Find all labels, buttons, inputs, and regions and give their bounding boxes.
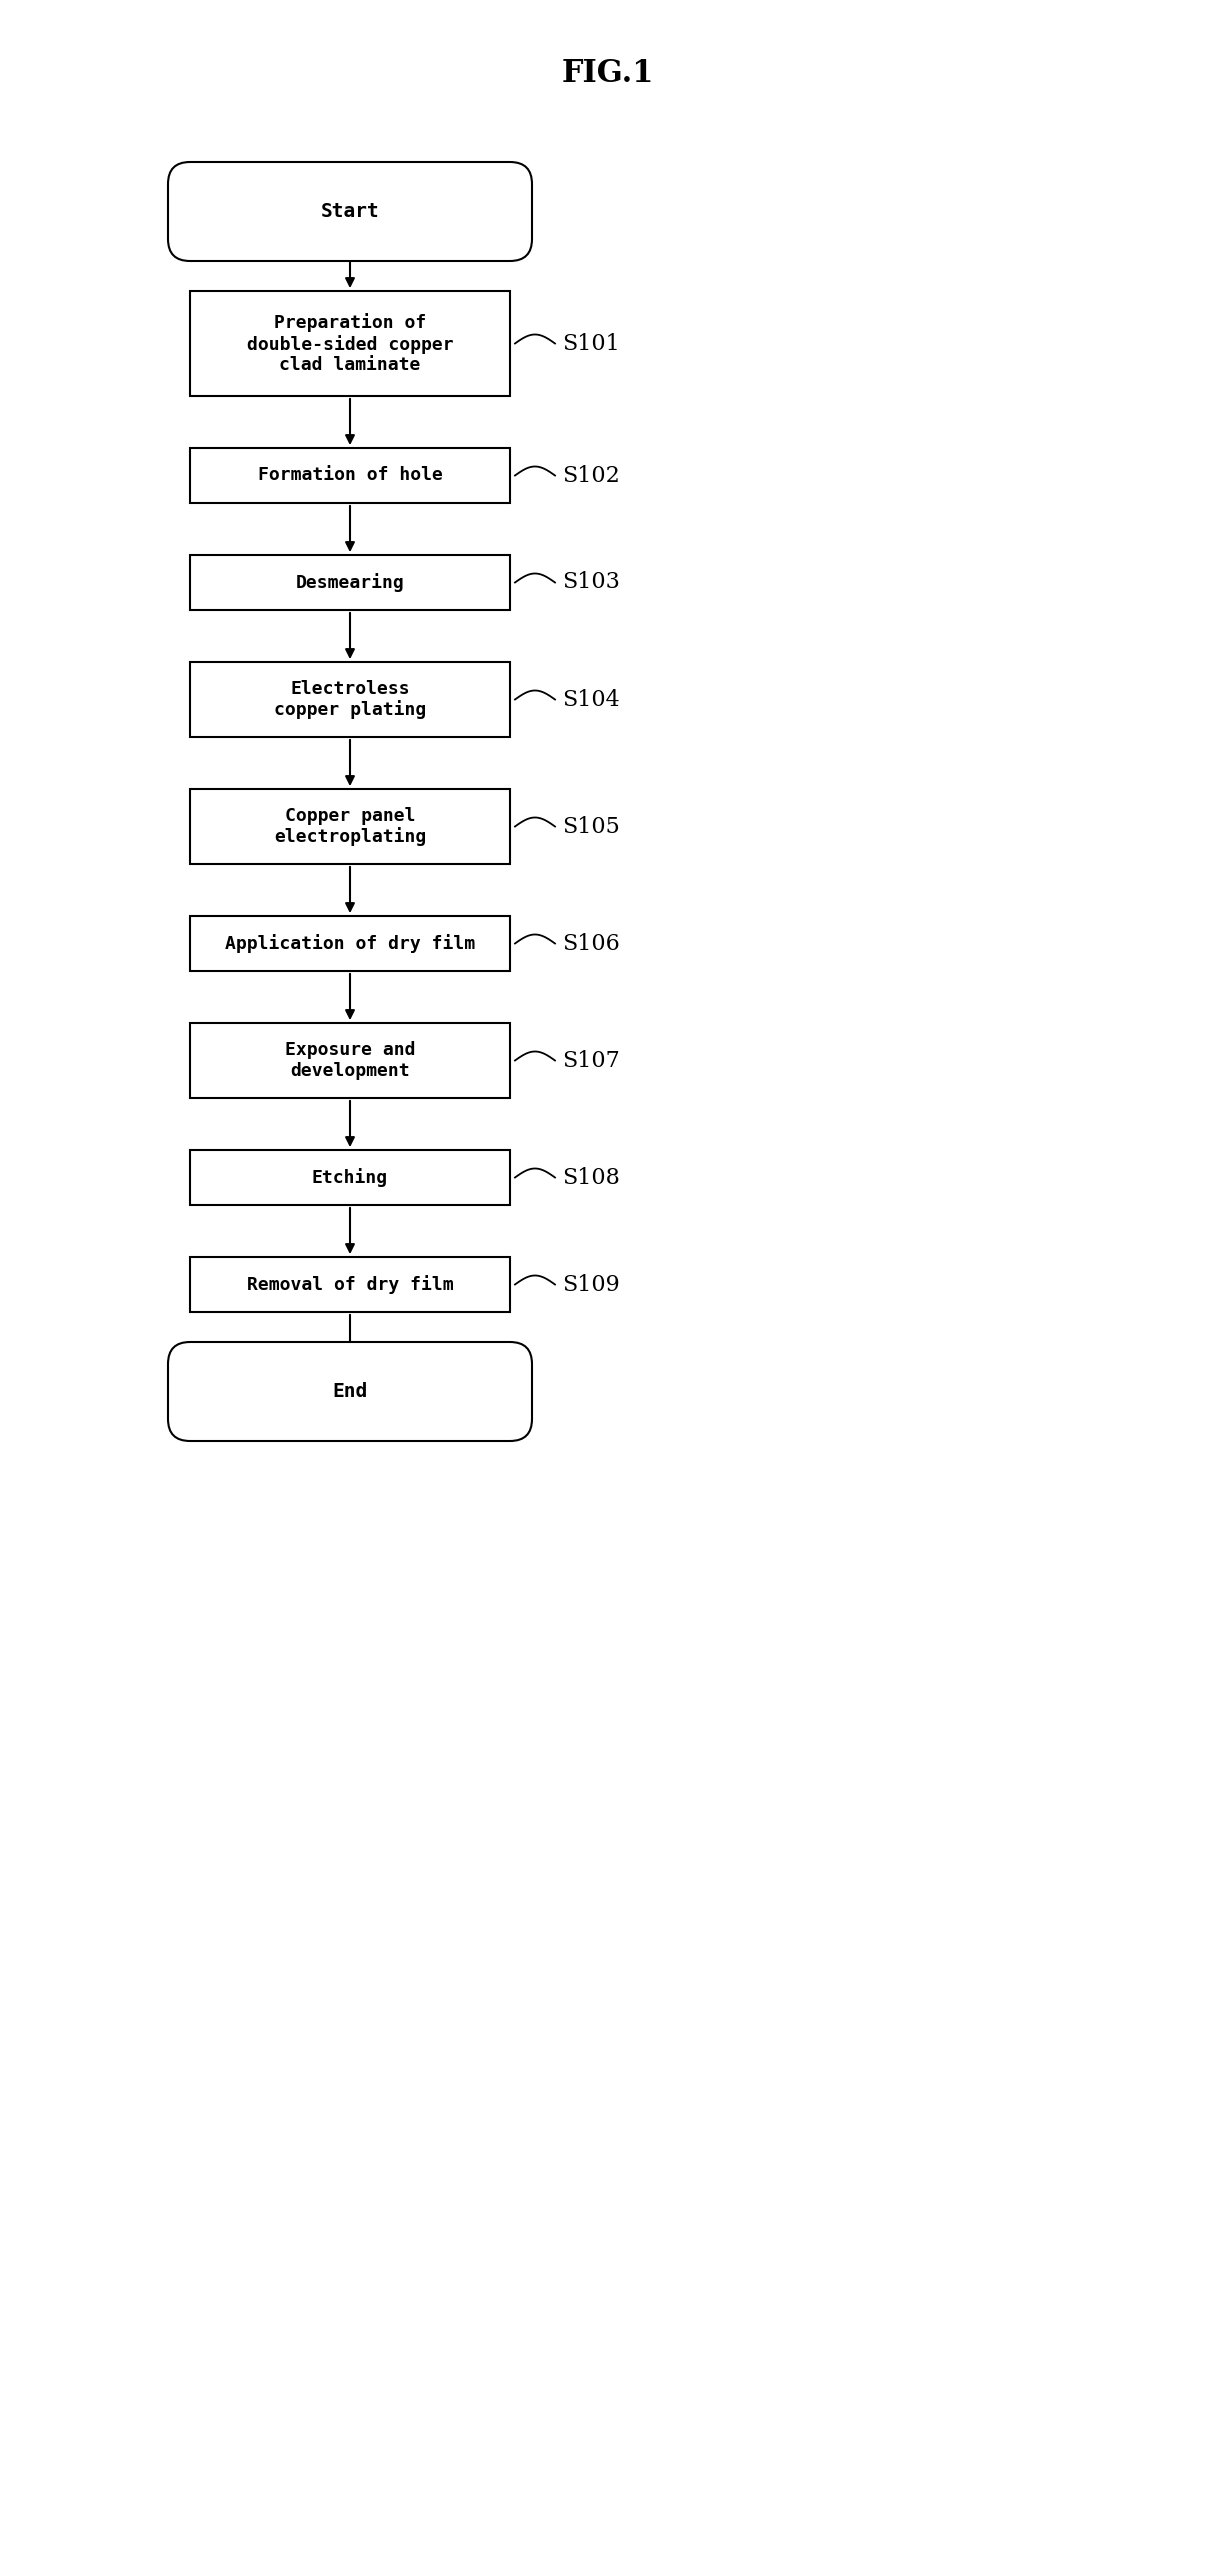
Text: S107: S107 [563, 1050, 620, 1073]
Text: Etching: Etching [312, 1167, 388, 1188]
Text: Application of dry film: Application of dry film [225, 935, 475, 953]
Text: Preparation of
double-sided copper
clad laminate: Preparation of double-sided copper clad … [247, 312, 453, 375]
FancyBboxPatch shape [168, 1341, 532, 1440]
Text: S106: S106 [563, 932, 620, 955]
Bar [190, 789, 510, 863]
Text: Exposure and
development: Exposure and development [284, 1042, 416, 1080]
Text: S101: S101 [563, 332, 620, 355]
Text: End: End [333, 1382, 368, 1402]
Text: Removal of dry film: Removal of dry film [247, 1274, 453, 1295]
Text: S105: S105 [563, 815, 620, 838]
Bar [190, 661, 510, 738]
Text: S109: S109 [563, 1274, 620, 1295]
Text: Desmearing: Desmearing [295, 572, 405, 593]
FancyBboxPatch shape [168, 161, 532, 261]
Bar [190, 291, 510, 396]
Bar [190, 554, 510, 610]
Bar [190, 917, 510, 971]
Text: Start: Start [321, 202, 379, 222]
Text: S102: S102 [563, 465, 620, 485]
Text: S103: S103 [563, 572, 620, 593]
Bar [190, 447, 510, 503]
Bar [190, 1149, 510, 1205]
Text: S104: S104 [563, 690, 620, 710]
Text: FIG.1: FIG.1 [561, 59, 654, 89]
Text: Copper panel
electroplating: Copper panel electroplating [273, 807, 426, 845]
Text: Formation of hole: Formation of hole [258, 467, 442, 485]
Bar [190, 1257, 510, 1313]
Text: S108: S108 [563, 1167, 620, 1188]
Bar [190, 1024, 510, 1098]
Text: Electroless
copper plating: Electroless copper plating [273, 679, 426, 720]
